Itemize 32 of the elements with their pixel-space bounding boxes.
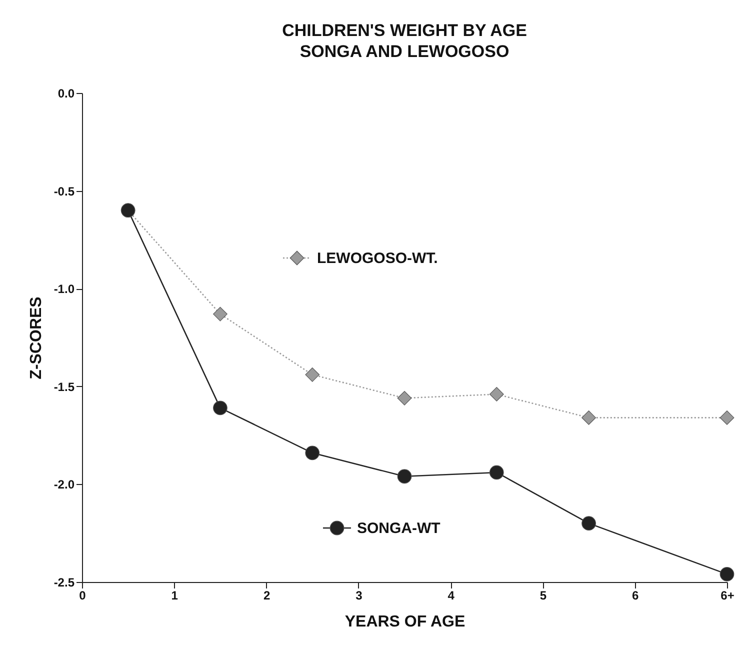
point: [489, 387, 504, 402]
y-tick-label: 0.0: [58, 86, 75, 100]
legend-label: LEWOGOSO-WT.: [317, 250, 438, 267]
y-tick-label: -2.0: [54, 478, 75, 492]
point: [582, 410, 596, 425]
y-tick-label: -0.5: [54, 184, 75, 198]
y-tick-label: -1.5: [54, 380, 75, 394]
point: [720, 567, 734, 582]
x-tick-label: 1: [171, 588, 178, 602]
chart-title: CHILDREN'S WEIGHT BY AGE: [282, 21, 527, 40]
point: [720, 410, 734, 425]
x-tick-label: 0: [79, 588, 86, 602]
legend-label: SONGA-WT: [357, 520, 440, 537]
point: [305, 446, 320, 460]
y-tick-label: -2.5: [54, 576, 75, 590]
x-tick-label: 6: [632, 588, 640, 602]
point: [305, 367, 320, 382]
point: [397, 390, 412, 406]
point: [582, 516, 596, 530]
x-tick-label: 2: [263, 588, 270, 602]
chart-subtitle: SONGA AND LEWOGOSO: [300, 42, 510, 61]
point: [213, 400, 228, 416]
y-tick-label: -1.0: [54, 282, 75, 296]
point: [489, 465, 504, 480]
x-tick-label: 5: [540, 588, 547, 602]
x-tick-label: 3: [356, 588, 363, 602]
x-axis-title: YEARS OF AGE: [344, 614, 466, 630]
x-tick-label: 6+: [720, 588, 734, 602]
point: [397, 469, 412, 484]
x-tick-label: 4: [448, 588, 455, 602]
y-axis-title: Z-SCORES: [28, 296, 45, 380]
point: [213, 306, 228, 322]
